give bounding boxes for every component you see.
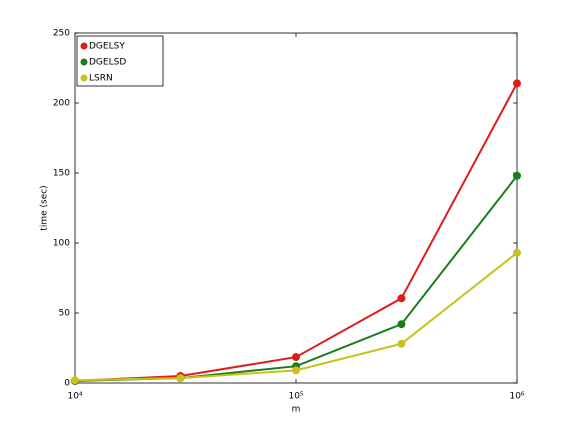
y-tick-label: 0 bbox=[64, 379, 70, 389]
y-tick-label: 250 bbox=[53, 29, 70, 39]
data-point bbox=[513, 171, 521, 180]
x-tick-label: 10⁵ bbox=[288, 392, 303, 402]
plot-area bbox=[74, 32, 518, 384]
data-point bbox=[397, 294, 406, 303]
data-point bbox=[71, 376, 79, 385]
data-point bbox=[176, 374, 185, 383]
y-tick-label: 50 bbox=[59, 309, 71, 319]
legend-marker bbox=[80, 58, 88, 66]
data-point bbox=[292, 353, 300, 362]
legend-label: DGELSY bbox=[89, 42, 125, 52]
y-axis-label: time (sec) bbox=[40, 185, 50, 230]
y-tick-label: 100 bbox=[53, 239, 70, 249]
data-point bbox=[397, 320, 406, 329]
x-axis-label: m bbox=[292, 405, 301, 415]
data-point bbox=[292, 366, 300, 375]
data-point bbox=[397, 339, 406, 348]
data-point bbox=[513, 248, 521, 257]
legend-label: DGELSD bbox=[89, 58, 126, 68]
y-tick-label: 150 bbox=[53, 169, 70, 179]
data-point bbox=[513, 79, 521, 88]
legend-marker bbox=[80, 74, 88, 82]
y-tick-label: 200 bbox=[53, 99, 70, 109]
legend-marker bbox=[80, 42, 88, 50]
legend-label: LSRN bbox=[89, 74, 113, 84]
x-tick-label: 10⁴ bbox=[67, 392, 82, 402]
x-tick-label: 10⁶ bbox=[509, 392, 524, 402]
legend-box bbox=[76, 35, 164, 87]
